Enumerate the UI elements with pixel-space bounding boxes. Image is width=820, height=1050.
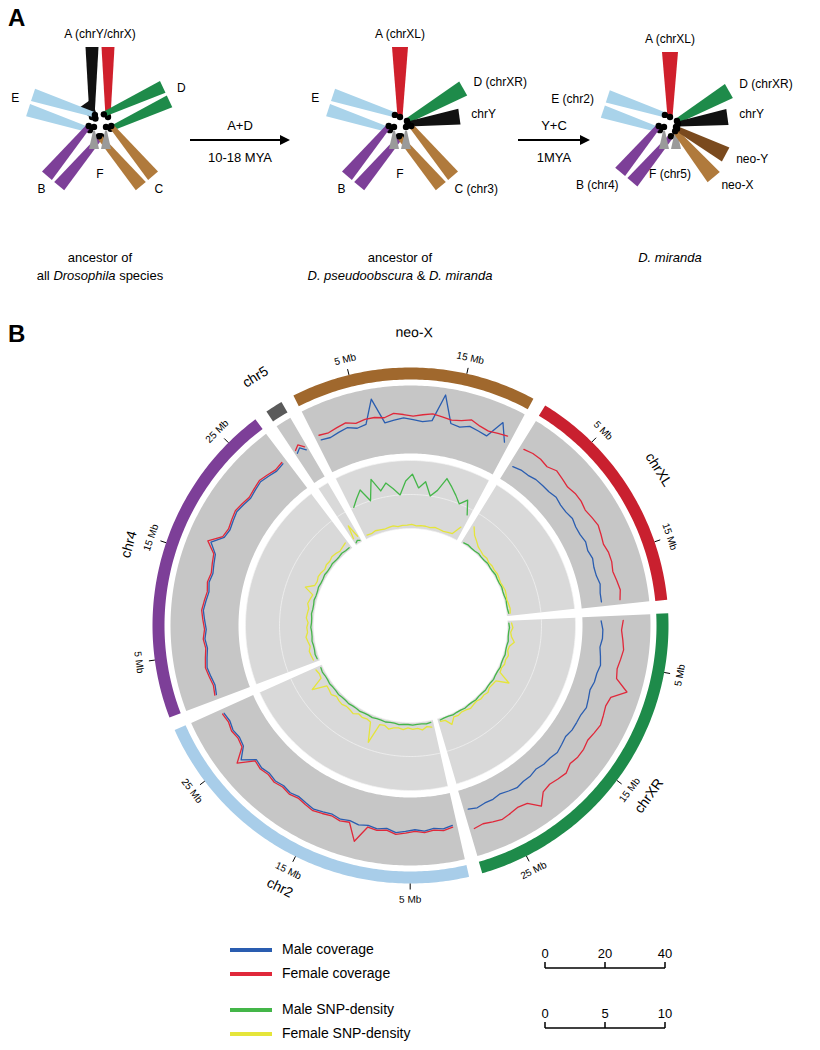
svg-text:neo-X: neo-X xyxy=(721,178,753,192)
svg-text:5: 5 xyxy=(601,1006,608,1021)
svg-text:ancestor of: ancestor of xyxy=(368,250,433,265)
svg-text:F (chr5): F (chr5) xyxy=(649,167,691,181)
svg-text:D: D xyxy=(177,81,186,95)
svg-text:Female coverage: Female coverage xyxy=(282,965,390,981)
svg-text:chr2: chr2 xyxy=(264,874,296,901)
svg-text:5 Mb: 5 Mb xyxy=(333,351,358,367)
svg-text:D (chrXR): D (chrXR) xyxy=(474,75,527,89)
html-text:B: B xyxy=(8,320,26,347)
svg-text:chr4: chr4 xyxy=(117,529,140,560)
svg-text:chr5: chr5 xyxy=(239,362,271,390)
svg-text:40: 40 xyxy=(658,946,672,961)
svg-text:25 Mb: 25 Mb xyxy=(203,417,231,445)
svg-text:chrY: chrY xyxy=(739,107,764,121)
svg-text:E: E xyxy=(311,91,319,105)
svg-text:A (chrXL): A (chrXL) xyxy=(375,27,425,41)
svg-text:A+D: A+D xyxy=(227,118,253,133)
svg-text:10-18 MYA: 10-18 MYA xyxy=(208,150,272,165)
svg-text:0: 0 xyxy=(541,946,548,961)
svg-text:0: 0 xyxy=(541,1006,548,1021)
svg-text:B: B xyxy=(337,182,345,196)
svg-text:ancestor of: ancestor of xyxy=(68,250,133,265)
svg-text:F: F xyxy=(96,167,103,181)
svg-text:5 Mb: 5 Mb xyxy=(399,894,422,905)
svg-text:neo-X: neo-X xyxy=(395,324,433,340)
svg-text:20: 20 xyxy=(598,946,612,961)
svg-text:5 Mb: 5 Mb xyxy=(672,663,687,687)
svg-text:A: A xyxy=(8,4,25,31)
svg-text:5 Mb: 5 Mb xyxy=(132,650,146,674)
svg-text:15 Mb: 15 Mb xyxy=(660,522,680,552)
svg-text:neo-Y: neo-Y xyxy=(736,152,768,166)
svg-text:Male SNP-density: Male SNP-density xyxy=(282,1001,394,1017)
svg-text:D. miranda: D. miranda xyxy=(638,250,702,265)
svg-text:15 Mb: 15 Mb xyxy=(456,349,486,366)
svg-text:15 Mb: 15 Mb xyxy=(141,522,160,552)
svg-text:F: F xyxy=(396,167,403,181)
svg-text:C: C xyxy=(155,182,164,196)
svg-text:A (chrXL): A (chrXL) xyxy=(645,32,695,46)
svg-text:25 Mb: 25 Mb xyxy=(519,859,549,882)
svg-text:B: B xyxy=(37,182,45,196)
svg-text:15 Mb: 15 Mb xyxy=(273,859,304,882)
svg-text:B (chr4): B (chr4) xyxy=(576,178,619,192)
svg-text:E: E xyxy=(11,91,19,105)
svg-text:25 Mb: 25 Mb xyxy=(179,776,205,805)
svg-text:chrXR: chrXR xyxy=(631,775,667,816)
svg-text:C (chr3): C (chr3) xyxy=(455,182,498,196)
svg-text:Female SNP-density: Female SNP-density xyxy=(282,1025,410,1041)
svg-text:D. pseudoobscura & D. miranda: D. pseudoobscura & D. miranda xyxy=(308,268,493,283)
svg-text:D (chrXR): D (chrXR) xyxy=(739,77,792,91)
svg-text:all Drosophila species: all Drosophila species xyxy=(37,268,164,283)
svg-text:Y+C: Y+C xyxy=(541,118,567,133)
svg-text:15 Mb: 15 Mb xyxy=(616,775,643,805)
svg-text:1MYA: 1MYA xyxy=(537,150,572,165)
svg-text:5 Mb: 5 Mb xyxy=(592,419,616,443)
svg-text:10: 10 xyxy=(658,1006,672,1021)
svg-text:E (chr2): E (chr2) xyxy=(551,92,594,106)
svg-text:Male coverage: Male coverage xyxy=(282,941,374,957)
svg-text:A (chrY/chrX): A (chrY/chrX) xyxy=(64,27,135,41)
svg-text:chrY: chrY xyxy=(471,107,496,121)
svg-text:chrXL: chrXL xyxy=(643,450,676,490)
